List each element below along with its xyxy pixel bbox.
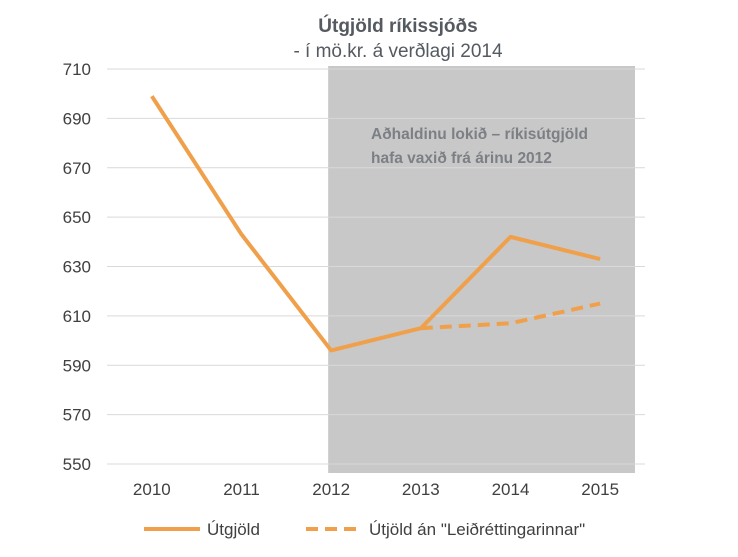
series-line-utgjold <box>150 95 601 353</box>
annotation-line-1: Aðhaldinu lokið – ríkisútgjöld <box>371 126 588 143</box>
series-lines <box>150 95 601 353</box>
legend-label-utgjold: Útgjöld <box>207 520 260 539</box>
chart-title: Útgjöld ríkissjóðs <box>318 15 477 37</box>
x-tick-label: 2011 <box>223 480 260 499</box>
y-tick-label: 690 <box>63 109 91 128</box>
y-tick-label: 630 <box>63 258 91 277</box>
y-axis: 710 690 670 650 630 610 590 570 550 <box>63 60 91 474</box>
y-tick-label: 590 <box>63 356 91 375</box>
y-tick-label: 570 <box>63 406 91 425</box>
x-axis: 2010 2011 2012 2013 2014 2015 <box>133 480 619 499</box>
x-tick-label: 2014 <box>492 480 530 499</box>
y-tick-label: 710 <box>63 60 91 79</box>
x-tick-label: 2015 <box>581 480 619 499</box>
y-tick-label: 670 <box>63 159 91 178</box>
chart-subtitle: - í mö.kr. á verðlagi 2014 <box>293 41 503 62</box>
x-tick-label: 2013 <box>402 480 440 499</box>
legend-label-an-leidrettingar: Útjöld án "Leiðréttingarinnar" <box>369 520 585 539</box>
legend: Útgjöld Útjöld án "Leiðréttingarinnar" <box>144 520 585 539</box>
y-tick-label: 650 <box>63 208 91 227</box>
y-tick-label: 610 <box>63 307 91 326</box>
x-tick-label: 2010 <box>133 480 171 499</box>
x-tick-label: 2012 <box>312 480 350 499</box>
annotation-line-2: hafa vaxið frá árinu 2012 <box>371 150 552 167</box>
shaded-region <box>328 66 635 473</box>
series-line-an-leidrettingar <box>420 301 601 331</box>
y-tick-label: 550 <box>63 455 91 474</box>
